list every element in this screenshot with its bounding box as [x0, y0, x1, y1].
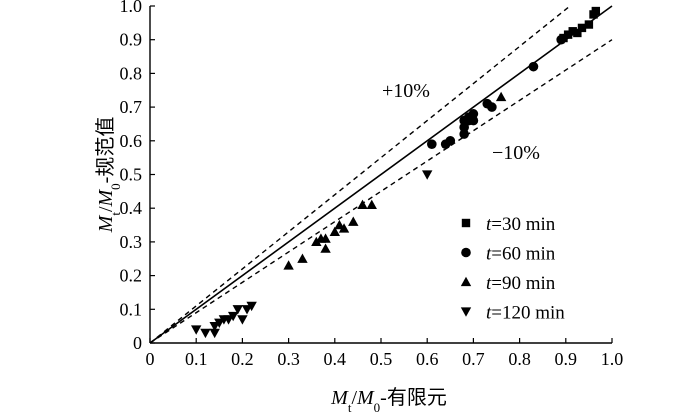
data-point-series-2-4	[459, 129, 469, 139]
data-point-series-1-4	[573, 28, 582, 38]
y-tick-label-6: 0.6	[120, 131, 143, 151]
data-point-series-2-1	[427, 139, 437, 149]
data-point-series-4-8	[227, 311, 239, 322]
data-point-series-4-1	[191, 325, 202, 335]
data-point-series-2-12	[487, 102, 497, 112]
data-point-series-1-3	[568, 27, 577, 36]
x-tick-label-6: 0.6	[416, 349, 439, 369]
data-point-series-4-10	[237, 315, 248, 325]
legend-label-4: t=120 min	[486, 303, 565, 324]
data-point-series-3-3	[311, 236, 322, 247]
data-point-series-3-11	[357, 199, 368, 209]
data-point-series-2-9	[468, 115, 479, 126]
x-axis-title: Mt/M0-有限元	[330, 386, 447, 412]
x-tick-label-9: 0.9	[555, 349, 578, 369]
y-tick-label-9: 0.9	[120, 30, 143, 50]
y-axis-title: Mt/M0-规范值	[94, 117, 123, 234]
legend-marker-3	[460, 276, 472, 287]
y-tick-label-0: 0	[133, 333, 142, 353]
data-point-series-4-13	[422, 170, 433, 180]
y-tick-label-5: 0.5	[120, 165, 143, 185]
data-point-series-2-13	[528, 61, 539, 72]
data-point-series-2-14	[556, 34, 566, 45]
data-point-series-3-1	[283, 260, 294, 270]
legend-marker-1	[461, 218, 471, 228]
data-point-series-2-3	[445, 136, 456, 146]
data-point-series-3-10	[348, 216, 359, 226]
x-tick-label-7: 0.7	[462, 349, 485, 369]
x-tick-label-10: 1.0	[601, 349, 624, 369]
legend-marker-2	[461, 247, 471, 258]
data-point-series-1-8	[591, 6, 601, 16]
data-point-series-2-10	[468, 109, 479, 119]
data-point-series-2-5	[459, 122, 469, 133]
x-tick-label-2: 0.2	[231, 349, 254, 369]
data-point-series-3-12	[366, 199, 377, 209]
y-tick-label-8: 0.8	[120, 63, 143, 83]
legend-label-1: t=30 min	[486, 214, 556, 235]
data-point-series-4-4	[209, 328, 220, 339]
data-point-series-3-5	[320, 233, 331, 243]
x-tick-label-0: 0	[146, 349, 155, 369]
data-point-series-1-6	[584, 20, 594, 29]
x-tick-label-3: 0.3	[277, 349, 300, 369]
data-point-series-4-12	[246, 301, 257, 312]
data-point-series-3-9	[338, 223, 350, 233]
x-tick-label-8: 0.8	[508, 349, 531, 369]
data-point-series-3-13	[495, 91, 507, 102]
annotation-minus10: −10%	[492, 142, 540, 164]
data-point-series-4-9	[232, 305, 243, 315]
data-point-series-3-2	[297, 253, 308, 263]
data-point-series-1-2	[563, 30, 573, 39]
x-tick-label-5: 0.5	[370, 349, 393, 369]
y-tick-label-4: 0.4	[120, 198, 143, 218]
reference-line-minus10	[149, 39, 613, 344]
data-point-series-1-5	[577, 23, 587, 33]
legend-label-3: t=90 min	[486, 273, 556, 294]
data-point-series-4-2	[200, 328, 211, 339]
y-tick-label-1: 0.1	[120, 299, 143, 319]
legend-marker-4	[460, 307, 472, 317]
data-point-series-3-7	[329, 226, 340, 236]
x-tick-label-1: 0.1	[185, 349, 208, 369]
legend-label-2: t=60 min	[486, 244, 556, 265]
data-point-series-3-6	[320, 243, 331, 253]
y-tick-label-7: 0.7	[120, 97, 143, 117]
y-tick-label-10: 1.0	[120, 0, 143, 16]
y-tick-label-3: 0.3	[120, 232, 143, 252]
y-tick-label-2: 0.2	[120, 266, 143, 286]
x-tick-label-4: 0.4	[324, 349, 347, 369]
annotation-plus10: +10%	[382, 80, 430, 102]
